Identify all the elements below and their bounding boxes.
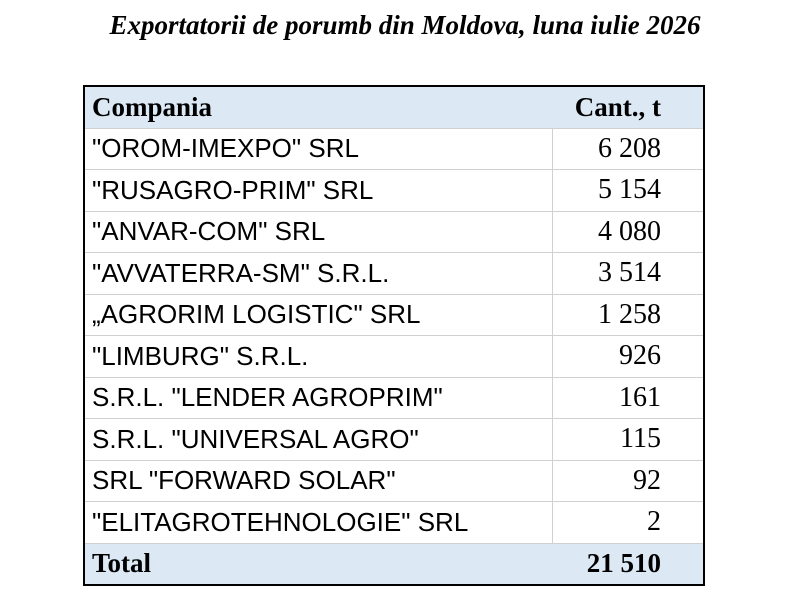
data-row: "ANVAR-COM" SRL 4 080 bbox=[84, 211, 704, 253]
company-cell: "RUSAGRO-PRIM" SRL bbox=[84, 169, 553, 212]
data-row: "AVVATERRA-SM" S.R.L. 3 514 bbox=[84, 252, 704, 295]
company-cell: "OROM-IMEXPO" SRL bbox=[84, 128, 553, 170]
quantity-cell: 1 258 bbox=[552, 294, 704, 336]
quantity-cell: 161 bbox=[552, 377, 704, 419]
data-row: „AGRORIM LOGISTIC" SRL 1 258 bbox=[84, 294, 704, 336]
quantity-cell: 5 154 bbox=[552, 169, 704, 212]
quantity-cell: 3 514 bbox=[552, 252, 704, 295]
quantity-cell: 92 bbox=[552, 460, 704, 502]
data-row: SRL "FORWARD SOLAR" 92 bbox=[84, 460, 704, 502]
company-cell: S.R.L. "UNIVERSAL AGRO" bbox=[84, 418, 553, 461]
company-cell: S.R.L. "LENDER AGROPRIM" bbox=[84, 377, 553, 419]
company-cell: „AGRORIM LOGISTIC" SRL bbox=[84, 294, 553, 336]
quantity-cell: 2 bbox=[552, 501, 704, 544]
exporters-table: Compania Cant., t "OROM-IMEXPO" SRL 6 208… bbox=[83, 85, 705, 586]
data-row: S.R.L. "LENDER AGROPRIM" 161 bbox=[84, 377, 704, 419]
company-cell: "ANVAR-COM" SRL bbox=[84, 211, 553, 253]
header-row: Compania Cant., t bbox=[84, 86, 704, 129]
company-cell: "AVVATERRA-SM" S.R.L. bbox=[84, 252, 553, 295]
company-cell: "LIMBURG" S.R.L. bbox=[84, 335, 553, 378]
company-cell: Total bbox=[84, 543, 553, 585]
company-cell: SRL "FORWARD SOLAR" bbox=[84, 460, 553, 502]
table-body: Compania Cant., t "OROM-IMEXPO" SRL 6 208… bbox=[84, 86, 704, 585]
data-row: "RUSAGRO-PRIM" SRL 5 154 bbox=[84, 169, 704, 212]
data-row: "OROM-IMEXPO" SRL 6 208 bbox=[84, 128, 704, 170]
quantity-cell: 115 bbox=[552, 418, 704, 461]
quantity-cell: 6 208 bbox=[552, 128, 704, 170]
data-row: "LIMBURG" S.R.L. 926 bbox=[84, 335, 704, 378]
quantity-cell: 21 510 bbox=[552, 543, 704, 585]
title: Exportatorii de porumb din Moldova, luna… bbox=[109, 10, 701, 40]
data-row: S.R.L. "UNIVERSAL AGRO" 115 bbox=[84, 418, 704, 461]
quantity-cell: 926 bbox=[552, 335, 704, 378]
company-cell: "ELITAGROTEHNOLOGIE" SRL bbox=[84, 501, 553, 544]
total-row: Total 21 510 bbox=[84, 543, 704, 585]
header-cell: Cant., t bbox=[552, 86, 704, 129]
data-row: "ELITAGROTEHNOLOGIE" SRL 2 bbox=[84, 501, 704, 544]
quantity-cell: 4 080 bbox=[552, 211, 704, 253]
header-cell: Compania bbox=[84, 86, 553, 129]
